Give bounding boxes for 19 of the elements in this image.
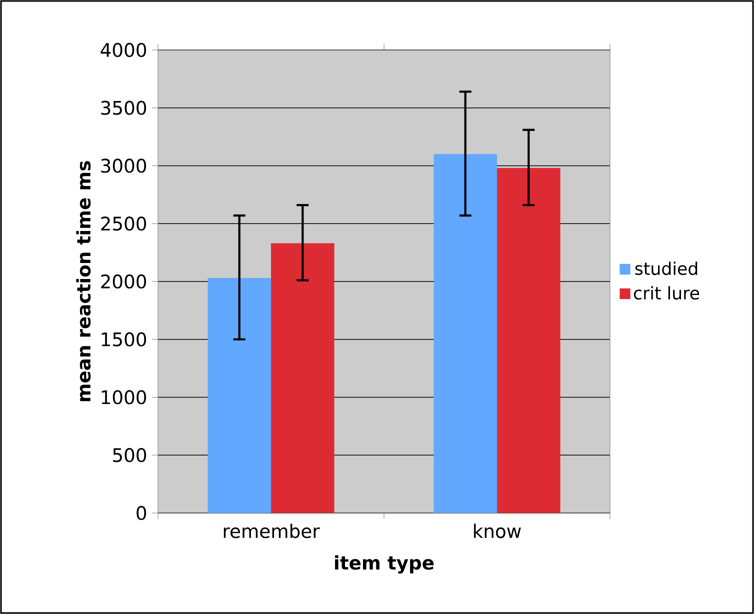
y-tick-label: 2500 (101, 216, 146, 231)
bar (434, 154, 497, 513)
x-axis-title: item type (335, 555, 434, 574)
bar (208, 278, 272, 513)
y-tick-label: 3500 (101, 100, 146, 115)
legend-label: studied (635, 262, 698, 276)
x-tick-label: know (474, 524, 521, 538)
x-tick-label: remember (224, 524, 320, 538)
y-tick-label: 500 (113, 448, 146, 462)
bar (497, 168, 560, 513)
bar (271, 243, 334, 513)
y-tick-label: 1500 (102, 332, 146, 346)
y-tick-label: 1000 (102, 390, 146, 404)
y-axis-title: mean reaction time ms (76, 161, 91, 402)
y-tick-label: 0 (136, 506, 146, 520)
legend-label: crit lure (634, 286, 700, 300)
y-tick-label: 2000 (101, 274, 146, 289)
y-tick-label: 3000 (101, 158, 146, 173)
y-tick-label: 4000 (100, 42, 146, 58)
